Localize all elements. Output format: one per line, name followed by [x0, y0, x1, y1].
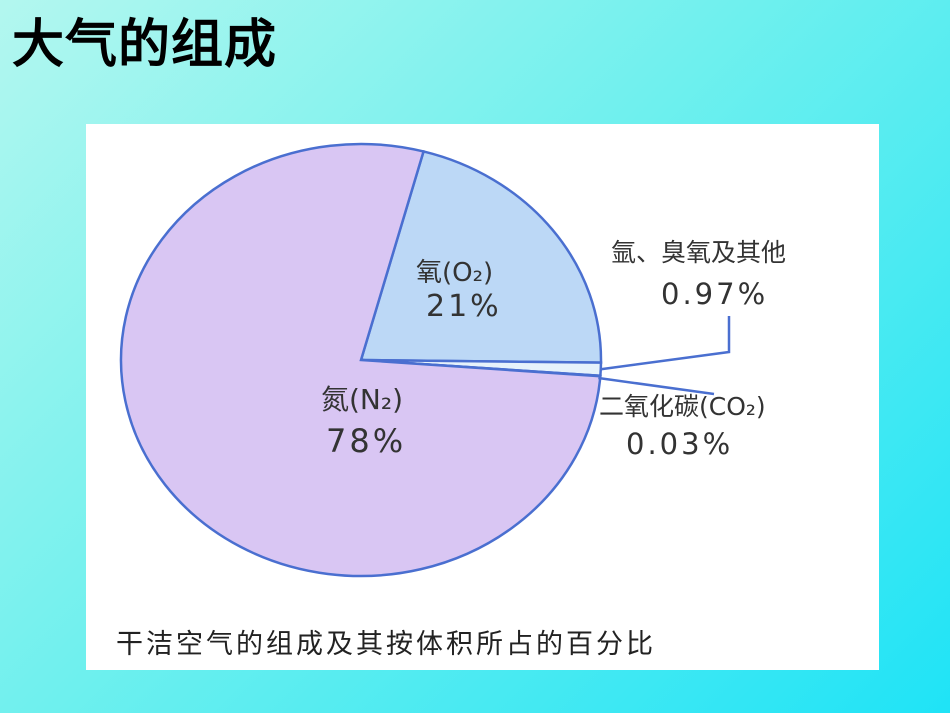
slide-title: 大气的组成	[12, 15, 278, 75]
pie-chart: 氮(N₂) 78% 氧(O₂)21% 氩、臭氧及其他 0.97% 二氧化碳(CO₂) 0.0…	[119, 142, 786, 578]
chart-caption: 干洁空气的组成及其按体积所占的百分比	[116, 629, 656, 660]
chart-panel: 氮(N₂) 78% 氧(O₂) 21% 氩、臭氧及其他 0.97% 二氧化碳(CO₂) 0.0…	[86, 124, 879, 670]
label-name-n2: 氮(N₂)	[321, 383, 403, 416]
slice-n2	[119, 142, 602, 578]
label-name-co2: 二氧化碳(CO₂)	[599, 392, 766, 421]
leader-line-co2	[598, 376, 715, 396]
slice-o2	[359, 149, 603, 364]
label-name-argon-others: 氩、臭氧及其他	[611, 238, 786, 267]
label-percent-n2: 78%	[326, 422, 406, 460]
label-name-o2: 氧(O₂)	[416, 258, 493, 288]
leader-line-argon-others	[600, 316, 731, 371]
label-percent-o2: 21%	[426, 289, 502, 324]
label-percent-argon-others: 0.97%	[661, 277, 768, 311]
label-percent-co2: 0.03%	[626, 427, 733, 461]
